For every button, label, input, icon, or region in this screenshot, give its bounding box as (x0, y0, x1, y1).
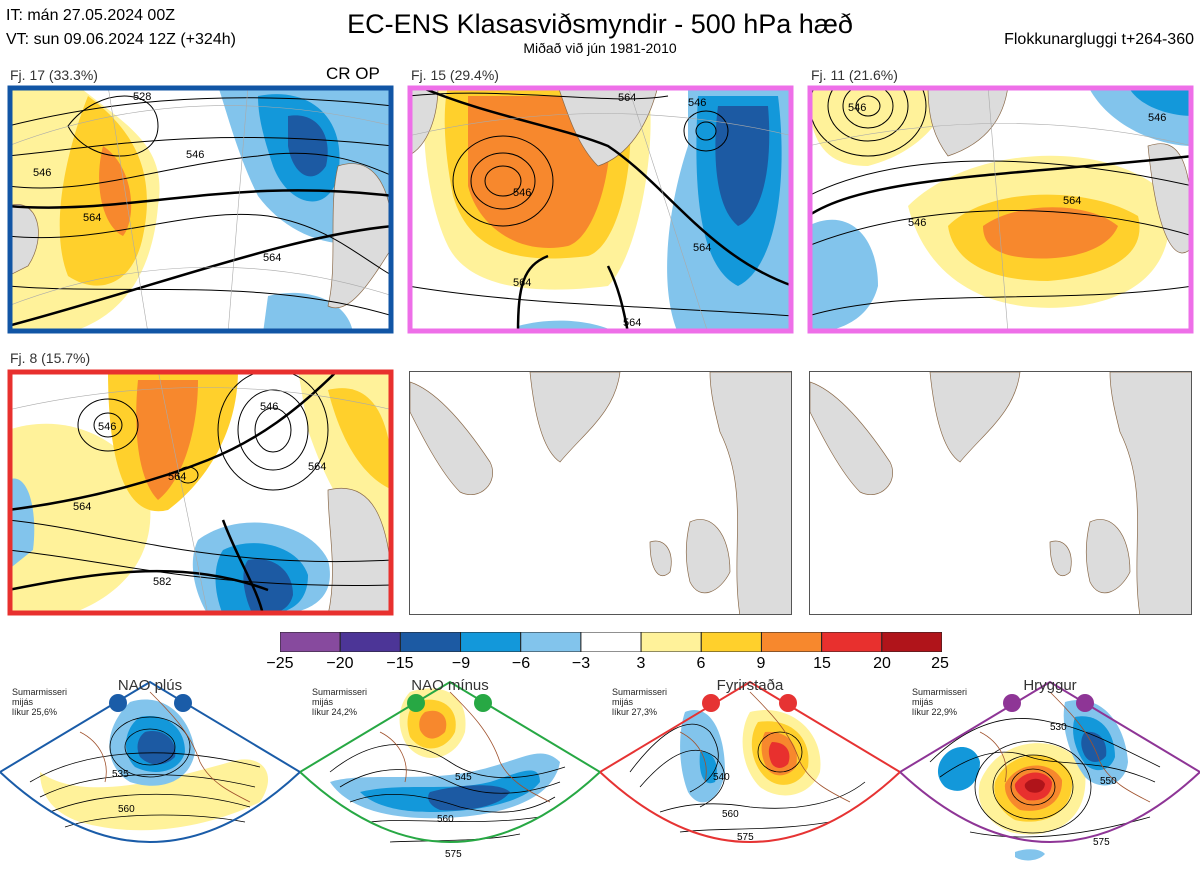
regime-nao-minus: 545 560 575 NAO mínus Sumarmisseri mijás l… (300, 672, 600, 872)
colorbar-tick: −15 (386, 655, 414, 672)
colorbar-tick: −3 (571, 655, 591, 672)
regime-2-info: Sumarmisseri mijás líkur 24,2% (312, 687, 368, 717)
colorbar-segment (280, 632, 341, 652)
colorbar-tick: 3 (636, 655, 646, 672)
contour-label: 560 (118, 804, 135, 815)
contour-label: 564 (513, 277, 531, 289)
regime-3-info: Sumarmisseri mijás líkur 27,3% (612, 687, 668, 717)
regime-ridge: 530 550 575 Hryggur Sumarmisseri mijás lík… (900, 672, 1200, 872)
contour-label: 550 (1100, 776, 1117, 787)
cluster-map-2: 546 564 564 564 546 564 (408, 86, 793, 333)
empty-map-5 (409, 371, 792, 615)
contour-label: 530 (1050, 722, 1067, 733)
cluster-4-label: Fj. 8 (15.7%) (10, 350, 91, 366)
colorbar-tick: 25 (931, 655, 949, 672)
issue-time: IT: mán 27.05.2024 00Z (6, 7, 175, 24)
regime-2-marker (474, 694, 492, 712)
regime-nao-plus: 535 560 NAO plús Sumarmisseri mijás líkur … (0, 672, 300, 872)
colorbar-tick: −9 (451, 655, 471, 672)
colorbar-segment (520, 632, 582, 652)
contour-label: 564 (73, 501, 91, 513)
colorbar-tick: −6 (511, 655, 531, 672)
colorbar-tick: 20 (873, 655, 891, 672)
regime-1-marker (109, 694, 127, 712)
colorbar-tick: −25 (266, 655, 294, 672)
colorbar-segment (700, 632, 762, 652)
contour-label: 546 (98, 421, 116, 433)
colorbar-tick: −20 (326, 655, 354, 672)
contour-label: 546 (1148, 112, 1166, 124)
regime-3-title: Fyrirstaða (716, 677, 784, 694)
contour-label: 546 (848, 102, 866, 114)
contour-label: 564 (693, 242, 711, 254)
contour-label: 564 (618, 92, 636, 104)
anomaly-colorbar (280, 632, 942, 652)
colorbar-segment (760, 632, 823, 652)
contour-label: 575 (737, 832, 754, 843)
contour-label: 546 (908, 217, 926, 229)
contour-label: 546 (260, 401, 278, 413)
valid-time: VT: sun 09.06.2024 12Z (+324h) (6, 31, 236, 48)
regime-2-border (300, 680, 600, 843)
colorbar-segment (640, 632, 702, 652)
cluster-map-4: 546 546 564 564 582 564 (8, 370, 393, 615)
crop-label: CR OP (326, 64, 380, 83)
empty-map-6 (809, 371, 1192, 615)
contour-label: 575 (1093, 837, 1110, 848)
regime-3-marker (779, 694, 797, 712)
colorbar-tick: 15 (813, 655, 831, 672)
regime-1-border (0, 680, 300, 843)
regime-2-marker (407, 694, 425, 712)
colorbar-tick: 9 (756, 655, 766, 672)
contour-label: 540 (713, 772, 730, 783)
contour-label: 528 (133, 91, 151, 103)
contour-label: 560 (722, 809, 739, 820)
regime-1-title: NAO plús (117, 677, 183, 694)
page-subtitle: Miðað við jún 1981-2010 (523, 40, 677, 56)
colorbar-segment (339, 632, 401, 652)
cluster-map-3: 546 564 546 546 (808, 86, 1193, 333)
colorbar-tick: 6 (696, 655, 706, 672)
colorbar-segment (460, 632, 522, 652)
contour-label: 546 (33, 167, 51, 179)
regime-3-border (600, 680, 900, 843)
cluster-2-label: Fj. 15 (29.4%) (411, 67, 499, 83)
regime-1-marker (174, 694, 192, 712)
cluster-3-label: Fj. 11 (21.6%) (811, 67, 898, 83)
colorbar-segment (580, 632, 642, 652)
contour-label: 564 (263, 252, 281, 264)
contour-label: 564 (308, 461, 326, 473)
contour-label: 560 (437, 814, 454, 825)
regime-4-marker (1076, 694, 1094, 712)
contour-label: 575 (445, 849, 462, 860)
contour-label: 535 (112, 769, 129, 780)
contour-label: 564 (83, 212, 101, 224)
colorbar-segment (399, 632, 462, 652)
contour-label: 545 (455, 772, 472, 783)
regime-4-info: Sumarmisseri mijás líkur 22,9% (912, 687, 968, 717)
regime-1-info: Sumarmisseri mijás líkur 25,6% (12, 687, 68, 717)
contour-label: 564 (623, 317, 641, 329)
regime-2-title: NAO mínus (411, 677, 489, 694)
regime-3-marker (702, 694, 720, 712)
contour-label: 546 (186, 149, 204, 161)
cluster-1-label: Fj. 17 (33.3%) (10, 67, 98, 83)
regime-4-marker (1003, 694, 1021, 712)
regime-blocking: 540 560 575 Fyrirstaða Sumarmisseri mijás… (600, 672, 900, 872)
contour-label: 564 (1063, 195, 1081, 207)
anomaly-shading (808, 86, 1193, 333)
classification-window: Flokkunargluggi t+264-360 (1004, 31, 1194, 48)
contour-label: 564 (168, 471, 186, 483)
colorbar-segment (821, 632, 883, 652)
cluster-map-1: 528 546 546 564 564 (8, 86, 393, 333)
page-title: EC-ENS Klasasviðsmyndir - 500 hPa hæð (347, 9, 853, 39)
regime-4-border (900, 680, 1200, 843)
regime-4-title: Hryggur (1023, 677, 1077, 694)
colorbar-segment (881, 632, 942, 652)
contour-label: 546 (513, 187, 531, 199)
contour-label: 582 (153, 576, 171, 588)
contour-label: 546 (688, 97, 706, 109)
